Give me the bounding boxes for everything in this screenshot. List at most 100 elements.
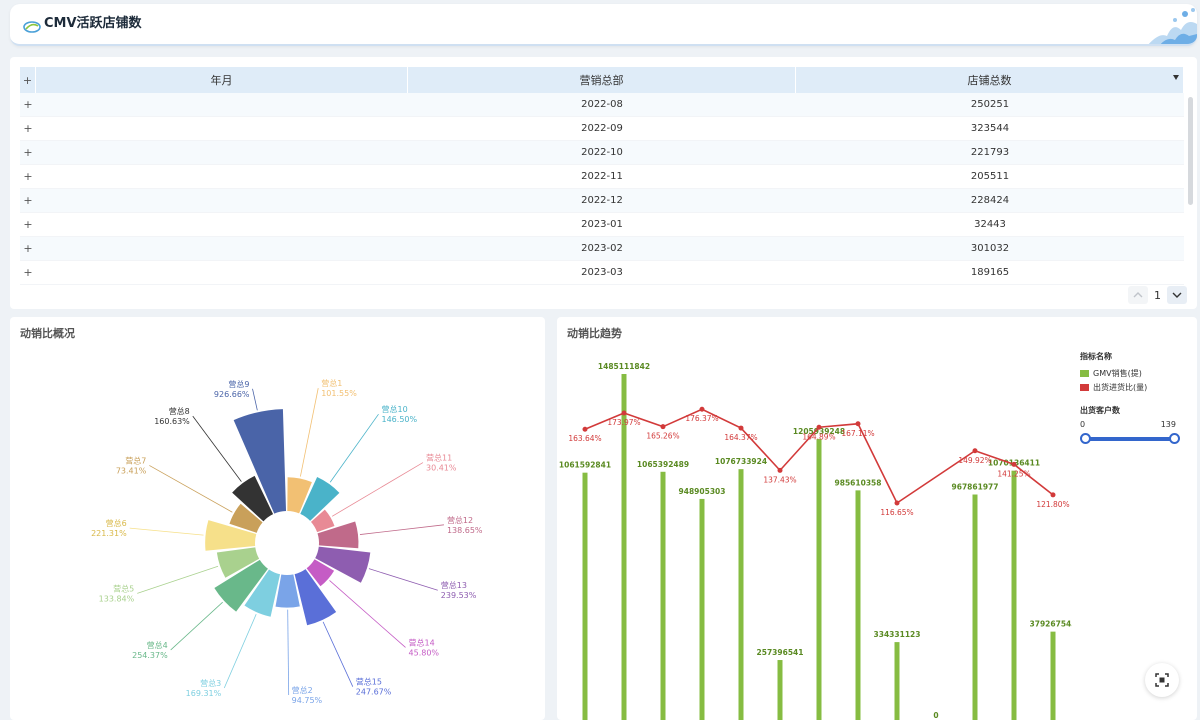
table-row[interactable]: +2023-01 32443	[20, 213, 1184, 237]
slider-min: 0	[1080, 420, 1086, 429]
gmv-bar-label: 985610358	[835, 478, 882, 487]
ratio-line[interactable]	[584, 408, 1054, 505]
next-page-button[interactable]	[1167, 286, 1187, 304]
table-row[interactable]: +2022-12 228424	[20, 189, 1184, 213]
table-row[interactable]: +2022-10 221793	[20, 141, 1184, 165]
legend-item-gmv[interactable]: GMV销售(提)	[1080, 368, 1190, 379]
gmv-bar[interactable]	[660, 471, 666, 720]
ratio-point[interactable]	[972, 448, 978, 454]
rose-category-label: 营总3	[200, 678, 221, 688]
gmv-bar[interactable]	[972, 494, 978, 720]
row-expand-button[interactable]: +	[23, 218, 33, 231]
table-row[interactable]: +2022-09 323544	[20, 117, 1184, 141]
row-expand-button[interactable]: +	[23, 98, 33, 111]
ratio-point-label: 173.97%	[607, 418, 640, 427]
gmv-bar[interactable]	[777, 660, 783, 720]
gmv-bar-label: 334331123	[874, 630, 921, 639]
column-header-store-count[interactable]: 店铺总数	[796, 67, 1184, 93]
data-table-panel: + 年月 营销总部 店铺总数 +2022-08 250251 +2022-09 323…	[10, 57, 1197, 309]
table-cell-year-month: 2022-12	[581, 195, 623, 206]
ratio-point[interactable]	[894, 500, 900, 506]
rose-leader-line	[149, 465, 233, 513]
slider-track[interactable]	[1085, 437, 1175, 441]
table-row[interactable]: +2023-03 189165	[20, 261, 1184, 285]
previous-page-button[interactable]	[1128, 286, 1148, 304]
row-expand-button[interactable]: +	[23, 146, 33, 159]
rose-value-label: 133.84%	[99, 594, 135, 603]
row-expand-button[interactable]: +	[23, 122, 33, 135]
slider-handle-min[interactable]	[1080, 433, 1091, 444]
table-cell-empty	[36, 93, 408, 116]
rose-slice[interactable]	[287, 477, 312, 514]
ratio-point[interactable]	[738, 425, 744, 431]
row-expand-button[interactable]: +	[23, 242, 33, 255]
rose-slice[interactable]	[205, 520, 257, 551]
fullscreen-button[interactable]	[1145, 663, 1179, 697]
gmv-bar[interactable]	[855, 490, 861, 720]
ratio-point[interactable]	[1050, 492, 1056, 498]
gmv-bar[interactable]	[621, 374, 627, 720]
ratio-point[interactable]	[660, 424, 666, 430]
table-row[interactable]: +2022-11 205511	[20, 165, 1184, 189]
rose-slice[interactable]	[233, 409, 287, 514]
filter-icon[interactable]	[1173, 75, 1179, 80]
rose-slice[interactable]	[315, 546, 371, 583]
ratio-point[interactable]	[855, 421, 861, 427]
gmv-bar-label: 1485111842	[598, 362, 650, 371]
data-table: + 年月 营销总部 店铺总数 +2022-08 250251 +2022-09 323…	[20, 67, 1184, 285]
slider-handle-max[interactable]	[1169, 433, 1180, 444]
rose-slice[interactable]	[216, 547, 260, 578]
row-expand-button[interactable]: +	[23, 194, 33, 207]
ratio-point[interactable]	[816, 424, 822, 430]
pagination: 1	[1128, 286, 1187, 304]
gmv-bar[interactable]	[699, 498, 705, 720]
row-expand-button[interactable]: +	[23, 170, 33, 183]
rose-category-label: 营总6	[106, 518, 127, 528]
rose-leader-line	[329, 580, 406, 648]
rose-category-label: 营总12	[447, 515, 473, 525]
rose-slice[interactable]	[294, 569, 337, 626]
bar-line-chart: 1061592841 1485111842 1065392489 948905303 1…	[559, 362, 1076, 720]
ratio-point-label: 163.64%	[568, 434, 601, 443]
expand-all-button[interactable]: +	[20, 67, 36, 93]
rose-slice[interactable]	[229, 503, 263, 533]
rose-value-label: 30.41%	[426, 464, 457, 473]
gmv-bar[interactable]	[582, 472, 588, 720]
gmv-bar[interactable]	[1050, 631, 1056, 720]
rose-leader-line	[137, 565, 219, 594]
gmv-bar[interactable]	[1011, 470, 1017, 720]
row-expand-button[interactable]: +	[23, 266, 33, 279]
rose-value-label: 146.50%	[382, 415, 418, 424]
legend-title: 指标名称	[1080, 352, 1112, 361]
rose-slice[interactable]	[306, 559, 335, 587]
rose-slice[interactable]	[275, 574, 300, 608]
gmv-bar[interactable]	[894, 642, 900, 720]
table-row[interactable]: +2022-08 250251	[20, 93, 1184, 117]
gmv-bar[interactable]	[738, 469, 744, 720]
rose-leader-line	[192, 415, 242, 482]
table-cell-year-month: 2023-01	[581, 219, 623, 230]
rose-slice[interactable]	[232, 475, 274, 522]
table-row[interactable]: +2023-02 301032	[20, 237, 1184, 261]
ratio-point[interactable]	[699, 406, 705, 412]
rose-slice[interactable]	[244, 569, 281, 617]
table-cell-year-month: 2022-09	[581, 123, 623, 134]
column-header-marketing-hq[interactable]: 营销总部	[408, 67, 796, 93]
rose-slice[interactable]	[214, 559, 268, 612]
rose-slice[interactable]	[310, 509, 335, 533]
ratio-point[interactable]	[582, 426, 588, 432]
rose-slice[interactable]	[317, 521, 359, 549]
rose-leader-line	[299, 388, 319, 477]
legend-item-ratio[interactable]: 出货进货比(量)	[1080, 382, 1190, 393]
ratio-point-label: 164.89%	[802, 432, 835, 441]
table-scrollbar[interactable]	[1188, 97, 1193, 205]
rose-category-label: 营总8	[169, 406, 190, 416]
gmv-bar[interactable]	[816, 439, 822, 720]
ratio-point[interactable]	[777, 467, 783, 473]
customer-count-slider[interactable]: 0 139	[1080, 420, 1190, 450]
column-header-year-month[interactable]: 年月	[36, 67, 408, 93]
table-cell-empty	[36, 165, 408, 188]
rose-slice[interactable]	[300, 476, 340, 521]
ratio-point[interactable]	[621, 410, 627, 416]
ratio-point[interactable]	[1011, 461, 1017, 467]
